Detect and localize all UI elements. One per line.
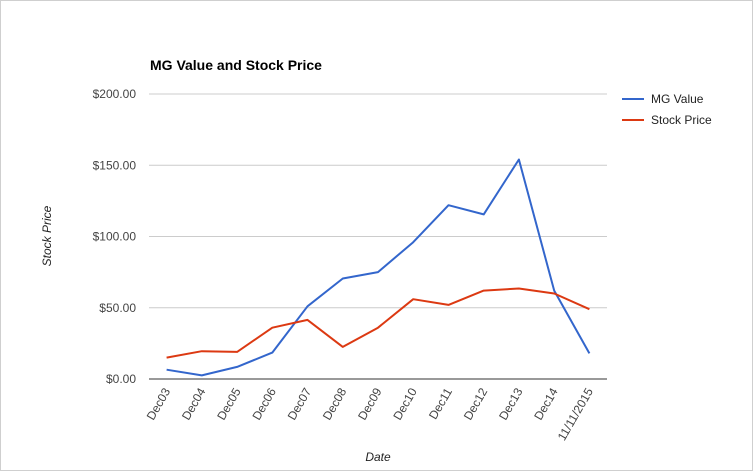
series-line-stock-price — [166, 287, 590, 359]
x-tick-label: Dec14 — [531, 385, 561, 422]
x-tick-label: Dec05 — [214, 385, 244, 422]
legend-item-mg-value: MG Value — [622, 92, 704, 106]
series-lines — [166, 158, 591, 377]
x-tick-label: Dec10 — [390, 385, 420, 422]
x-tick-label: Dec06 — [249, 385, 279, 422]
legend-item-stock-price: Stock Price — [622, 113, 712, 127]
chart-title: MG Value and Stock Price — [150, 57, 322, 73]
legend: MG Value Stock Price — [622, 92, 712, 127]
y-tick-label: $0.00 — [106, 372, 136, 386]
series-line-mg-value — [166, 158, 591, 377]
x-tick-label: Dec11 — [426, 385, 455, 422]
x-tick-label: Dec03 — [144, 385, 174, 422]
x-tick-label: 11/11/2015 — [555, 385, 596, 443]
y-tick-label: $100.00 — [93, 230, 137, 244]
x-tick-label: Dec09 — [355, 385, 385, 422]
x-tick-labels: Dec03 Dec04 Dec05 Dec06 Dec07 Dec08 Dec09 Dec10… — [144, 385, 596, 443]
y-axis-label: Stock Price — [40, 205, 54, 266]
x-tick-label: Dec07 — [285, 385, 315, 422]
x-tick-label: Dec12 — [461, 385, 491, 422]
x-tick-label: Dec08 — [320, 385, 350, 422]
x-tick-label: Dec13 — [496, 385, 526, 422]
y-tick-label: $150.00 — [93, 158, 137, 172]
y-tick-label: $200.00 — [93, 87, 137, 101]
y-tick-labels: $0.00 $50.00 $100.00 $150.00 $200.00 — [93, 87, 137, 386]
y-tick-label: $50.00 — [99, 301, 136, 315]
gridlines — [149, 93, 607, 309]
legend-label: Stock Price — [651, 113, 712, 127]
x-axis-label: Date — [365, 450, 391, 464]
x-tick-label: Dec04 — [179, 385, 209, 422]
legend-label: MG Value — [651, 92, 704, 106]
